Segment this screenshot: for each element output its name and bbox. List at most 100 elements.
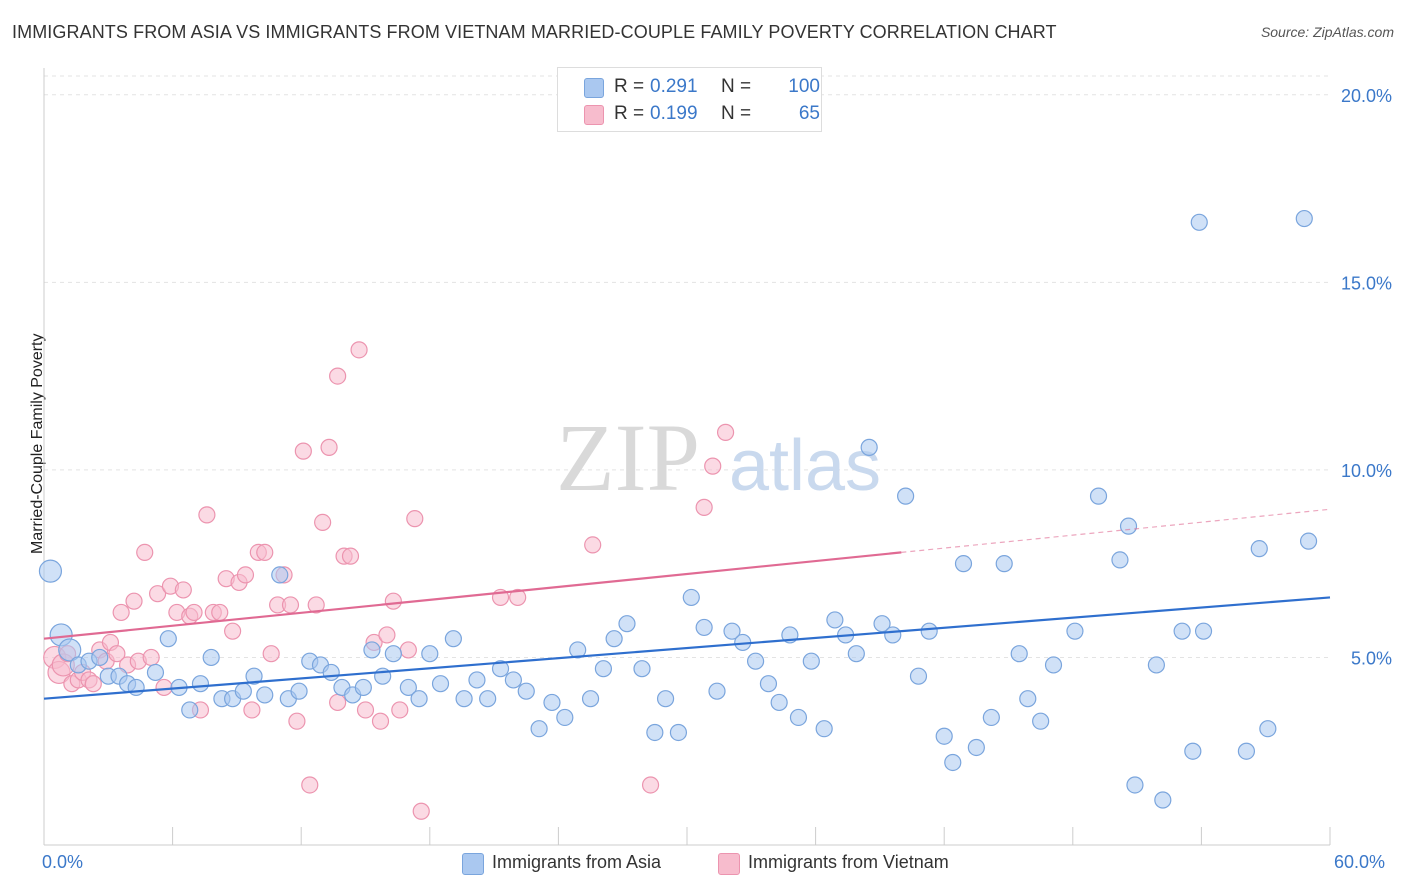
- vietnam-point: [350, 341, 368, 359]
- chart-title: IMMIGRANTS FROM ASIA VS IMMIGRANTS FROM …: [12, 22, 1057, 42]
- vietnam-point: [695, 498, 713, 516]
- vietnam-point: [704, 457, 722, 475]
- asia-point: [802, 652, 820, 670]
- vietnam-point: [641, 776, 660, 794]
- vietnam-point: [112, 603, 130, 622]
- asia-trend-line: [43, 596, 1331, 700]
- legend-label-vietnam: Immigrants from Vietnam: [748, 852, 949, 872]
- vietnam-point: [341, 547, 360, 565]
- asia-point: [708, 682, 726, 700]
- series-asia-points: [38, 209, 1318, 809]
- vietnam-point: [211, 603, 229, 622]
- asia-point: [944, 753, 962, 772]
- asia-point: [1173, 622, 1191, 640]
- asia-point: [1044, 656, 1063, 674]
- asia-point: [581, 690, 600, 708]
- asia-point: [759, 675, 778, 693]
- vietnam-point: [391, 701, 409, 719]
- asia-point: [884, 626, 902, 644]
- watermark: ZIP atlas: [556, 404, 881, 511]
- asia-point: [421, 645, 439, 663]
- asia-point: [682, 588, 700, 607]
- r-value: 0.291: [650, 76, 698, 97]
- asia-point: [468, 671, 486, 689]
- watermark-zip: ZIP: [556, 404, 700, 511]
- asia-point: [1250, 540, 1268, 558]
- vietnam-point: [356, 701, 375, 719]
- r-label: R =: [614, 76, 645, 97]
- asia-point: [1032, 712, 1050, 730]
- asia-point: [1184, 742, 1202, 760]
- series-vietnam-points: [43, 341, 735, 820]
- vietnam-point: [320, 438, 338, 456]
- asia-point: [363, 641, 381, 659]
- y-tick-label: 15.0%: [1341, 273, 1392, 293]
- vietnam-point: [185, 603, 203, 622]
- vietnam-point: [224, 622, 242, 640]
- vietnam-point: [329, 367, 347, 385]
- asia-point: [1147, 656, 1165, 674]
- asia-point: [384, 645, 402, 663]
- asia-point: [517, 682, 535, 700]
- legend-swatch-asia: [584, 78, 604, 98]
- vietnam-point: [584, 536, 602, 554]
- asia-point: [954, 555, 973, 573]
- asia-point: [935, 727, 953, 745]
- vietnam-point: [84, 675, 102, 693]
- vietnam-point: [399, 641, 417, 659]
- asia-point: [569, 641, 587, 659]
- asia-point: [1111, 551, 1129, 569]
- asia-point: [234, 682, 252, 700]
- asia-point: [354, 678, 372, 697]
- asia-point: [897, 487, 915, 505]
- asia-point: [271, 566, 289, 584]
- vietnam-point: [301, 776, 319, 794]
- asia-point: [290, 682, 308, 700]
- vietnam-point: [198, 506, 216, 524]
- asia-point: [1299, 532, 1318, 550]
- watermark-atlas: atlas: [729, 426, 881, 506]
- asia-point: [909, 667, 928, 685]
- asia-point: [618, 615, 636, 633]
- asia-point: [1259, 720, 1277, 738]
- x-tick-label-min: 0.0%: [42, 852, 84, 872]
- asia-point: [1126, 776, 1144, 794]
- asia-point: [995, 555, 1013, 573]
- asia-point: [826, 611, 844, 629]
- asia-point: [1089, 487, 1108, 505]
- asia-point: [1154, 791, 1172, 809]
- asia-point: [399, 678, 417, 697]
- correlation-legend: R = 0.291 N = 100 R = 0.199 N = 65: [557, 67, 822, 132]
- asia-point: [455, 690, 473, 708]
- asia-point: [1010, 645, 1028, 663]
- y-tick-label: 5.0%: [1351, 648, 1392, 668]
- vietnam-point: [155, 678, 173, 697]
- asia-point: [181, 701, 199, 719]
- asia-point: [770, 693, 788, 712]
- asia-point: [1237, 742, 1256, 760]
- vietnam-point: [412, 802, 430, 820]
- asia-point: [322, 663, 340, 682]
- asia-point: [723, 622, 741, 640]
- asia-point: [245, 667, 263, 685]
- vietnam-point: [108, 645, 126, 663]
- asia-point: [920, 622, 938, 640]
- y-tick-label: 20.0%: [1341, 86, 1392, 106]
- vietnam-point: [148, 585, 167, 603]
- asia-point: [127, 678, 145, 697]
- asia-point: [967, 738, 985, 757]
- vietnam-point: [716, 423, 735, 441]
- vietnam-point: [378, 626, 396, 644]
- legend-swatch-vietnam: [584, 105, 604, 125]
- asia-point: [191, 675, 210, 693]
- asia-point: [58, 638, 82, 662]
- n-value: 100: [788, 76, 820, 97]
- asia-point: [815, 720, 833, 738]
- asia-point: [491, 660, 510, 678]
- y-tick-labels: 5.0% 10.0% 15.0% 20.0%: [1341, 86, 1392, 669]
- vietnam-point: [281, 596, 300, 614]
- asia-point: [1295, 209, 1313, 228]
- asia-point: [1019, 690, 1037, 708]
- asia-point: [410, 690, 428, 708]
